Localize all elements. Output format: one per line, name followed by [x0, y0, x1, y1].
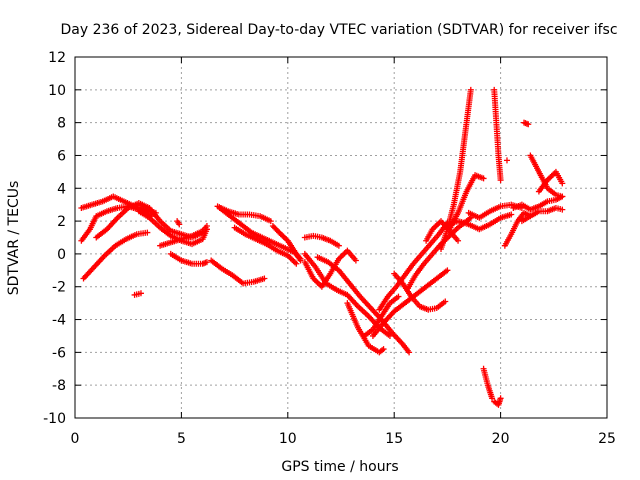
series-track-af — [521, 119, 532, 128]
data-point — [293, 260, 300, 267]
series-track-m — [231, 224, 300, 267]
y-tick-label: 10 — [48, 83, 66, 99]
x-tick-label: 5 — [177, 431, 186, 447]
y-tick-label: 0 — [57, 247, 66, 263]
series-track-k — [214, 203, 274, 225]
series-track-c — [80, 229, 151, 282]
y-tick-label: -4 — [52, 313, 66, 329]
data-point — [480, 175, 487, 182]
data-point — [559, 193, 566, 200]
y-tick-label: 6 — [57, 148, 66, 164]
data-point — [508, 211, 515, 218]
data-point — [203, 259, 210, 266]
data-point — [503, 157, 510, 164]
data-point — [395, 293, 402, 300]
series-track-x — [403, 214, 474, 294]
series-track-s — [344, 300, 387, 356]
grid-layer — [75, 57, 607, 418]
x-tick-label: 0 — [71, 431, 80, 447]
data-point — [275, 228, 282, 235]
series-track-g — [167, 250, 210, 267]
data-point — [444, 267, 451, 274]
x-tick-label: 10 — [279, 431, 297, 447]
series-track-j — [208, 257, 268, 287]
series-track-o — [301, 232, 342, 249]
data-point — [455, 237, 462, 244]
series-track-r — [314, 254, 413, 356]
series-track-ah — [491, 395, 504, 408]
data-point — [203, 223, 210, 230]
y-axis-title: SDTVAR / TECUs — [6, 181, 22, 296]
series-track-ac — [465, 201, 525, 221]
y-tick-label: -10 — [43, 411, 66, 427]
data-point — [525, 121, 532, 128]
series-track-p — [301, 247, 359, 290]
data-point — [335, 242, 342, 249]
y-tick-label: -2 — [52, 280, 66, 296]
data-point — [497, 395, 504, 402]
series-track-ag — [480, 365, 496, 402]
series-track-ai — [501, 209, 534, 249]
x-axis-title: GPS time / hours — [281, 459, 398, 475]
axis-layer: 0 5 10 15 20 25 -10 -8 -6 -4 -2 0 2 4 6 8 10 12 — [43, 50, 616, 447]
y-tick-label: 4 — [57, 181, 66, 197]
x-tick-label: 25 — [598, 431, 616, 447]
data-point — [559, 206, 566, 213]
series-track-ak — [518, 204, 566, 225]
plot-frame — [74, 56, 608, 419]
series-track-h — [131, 290, 144, 298]
data-point — [442, 298, 449, 305]
x-tick-label: 15 — [385, 431, 403, 447]
series-track-i — [174, 218, 183, 228]
series-track-t — [361, 293, 402, 339]
series-track-e — [135, 208, 210, 248]
series-track-aj — [510, 193, 566, 213]
y-tick-label: 12 — [48, 50, 66, 66]
data-point — [352, 257, 359, 264]
chart-title: Day 236 of 2023, Sidereal Day-to-day VTE… — [60, 22, 617, 38]
y-tick-label: -6 — [52, 345, 66, 361]
data-point — [559, 180, 566, 187]
series-track-v — [376, 219, 451, 313]
data-point — [137, 290, 144, 297]
data-point — [267, 218, 274, 225]
y-tick-label: 8 — [57, 116, 66, 132]
data-point — [406, 349, 413, 356]
data-point — [380, 346, 387, 353]
series-track-ab — [444, 211, 515, 233]
series-track-f — [157, 223, 210, 249]
series-track-ae — [503, 157, 510, 164]
data-point — [176, 221, 183, 228]
data-point — [261, 275, 268, 282]
data-point — [497, 177, 504, 184]
data-point — [489, 395, 496, 402]
y-tick-label: -8 — [52, 378, 66, 394]
x-tick-label: 20 — [492, 431, 510, 447]
points-layer — [78, 86, 566, 408]
series-track-u — [369, 267, 451, 339]
data-point — [467, 86, 474, 93]
series-track-n — [269, 223, 304, 264]
y-tick-label: 2 — [57, 214, 66, 230]
series-track-ad — [491, 86, 504, 184]
series-track-am — [535, 168, 566, 195]
data-point — [297, 257, 304, 264]
data-point — [144, 229, 151, 236]
